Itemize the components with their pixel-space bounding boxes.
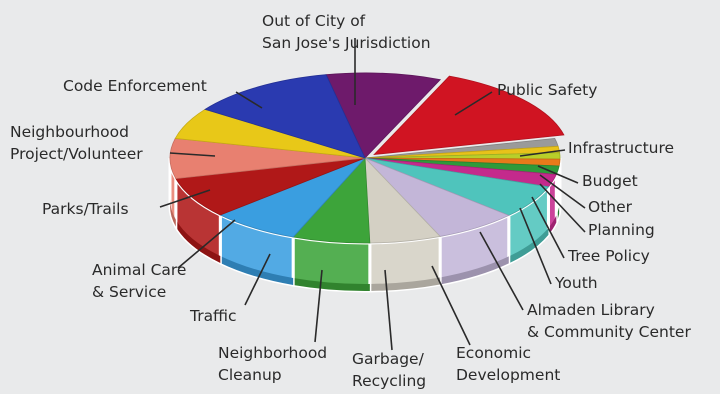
pie-slice-14 <box>169 137 366 180</box>
slice-label-line: Infrastructure <box>568 139 674 157</box>
slice-label-line: Project/Volunteer <box>10 145 143 163</box>
slice-label-line: Budget <box>582 172 638 190</box>
leader-line-11 <box>314 269 323 343</box>
slice-label-line: Cleanup <box>218 366 282 384</box>
pie-slice-13 <box>175 157 366 216</box>
slice-label-line: Animal Care <box>92 261 186 279</box>
pie-side-shadow-7 <box>548 215 557 235</box>
slice-labels: Out of City of San Jose's Jurisdiction Pub… <box>10 12 691 390</box>
leader-line-9 <box>431 265 471 346</box>
pie-tops <box>169 72 565 244</box>
leader-line-15 <box>169 152 216 157</box>
slice-label-4: Other <box>588 198 633 216</box>
slice-label-2: Infrastructure <box>568 139 674 157</box>
leader-line-14 <box>159 189 211 208</box>
pie-side-shadow-14 <box>170 199 176 227</box>
slice-label-line: Traffic <box>189 307 237 325</box>
slice-label-line: Economic <box>456 344 531 362</box>
slice-label-line: Almaden Library <box>527 301 655 319</box>
slice-label-line: San Jose's Jurisdiction <box>262 34 431 52</box>
slice-label-line: Parks/Trails <box>42 200 129 218</box>
slice-label-1: Public Safety <box>497 81 597 99</box>
pie-side-shadow-8 <box>508 227 549 264</box>
slice-label-line: & Community Center <box>527 323 691 341</box>
slice-label-12: Traffic <box>189 307 237 325</box>
leader-line-12 <box>244 253 271 306</box>
pie-sides <box>168 157 562 293</box>
leader-line-16 <box>235 91 263 109</box>
leader-line-6 <box>531 196 565 259</box>
slice-label-line: Code Enforcement <box>63 77 207 95</box>
slice-label-line: Garbage/ <box>352 350 425 368</box>
slice-label-5: Planning <box>588 221 655 239</box>
leader-line-1 <box>454 91 493 116</box>
slice-label-line: Planning <box>588 221 655 239</box>
slice-label-line: Public Safety <box>497 81 597 99</box>
pie-side-shadow-9 <box>440 256 509 285</box>
slice-label-16: Code Enforcement <box>63 77 207 95</box>
slice-label-6: Tree Policy <box>567 247 650 265</box>
leader-line-2 <box>519 149 566 157</box>
leader-line-13 <box>177 219 236 269</box>
slice-label-line: Recycling <box>352 372 426 390</box>
slice-label-7: Youth <box>554 274 598 292</box>
slice-label-9: Economic Development <box>456 344 560 384</box>
leader-line-8 <box>479 231 524 311</box>
slice-label-10: Garbage/Recycling <box>352 350 426 390</box>
pie-slice-16 <box>204 74 366 159</box>
slice-label-line: Neighbourhood <box>10 123 129 141</box>
pie-side-shadow-12 <box>220 255 294 286</box>
pie-slice-1 <box>373 75 565 156</box>
slice-label-line: Out of City of <box>262 12 366 30</box>
slice-label-3: Budget <box>582 172 638 190</box>
slice-label-11: Neighborhood Cleanup <box>218 344 327 384</box>
pie-side-shadow-10 <box>369 277 441 291</box>
leader-lines <box>159 38 586 351</box>
pie-side-shadow-13 <box>175 219 221 263</box>
slice-label-15: Neighbourhood Project/Volunteer <box>10 123 143 163</box>
leader-line-7 <box>519 207 552 285</box>
slice-label-13: Animal Care & Service <box>92 261 186 301</box>
slice-label-line: Youth <box>554 274 598 292</box>
slice-label-line: Neighborhood <box>218 344 327 362</box>
slice-label-line: Tree Policy <box>567 247 650 265</box>
slice-label-line: & Service <box>92 283 166 301</box>
slice-label-line: Other <box>588 198 633 216</box>
leader-line-10 <box>384 269 393 351</box>
leader-line-5 <box>539 183 586 233</box>
slice-label-8: Almaden Library & Community Center <box>527 301 691 341</box>
slice-label-14: Parks/Trails <box>42 200 129 218</box>
leader-line-4 <box>539 174 586 209</box>
slice-label-0: Out of City of San Jose's Jurisdiction <box>262 12 431 52</box>
slice-label-line: Development <box>456 366 560 384</box>
leader-line-3 <box>537 165 579 184</box>
pie-side-shadow-11 <box>293 278 370 291</box>
